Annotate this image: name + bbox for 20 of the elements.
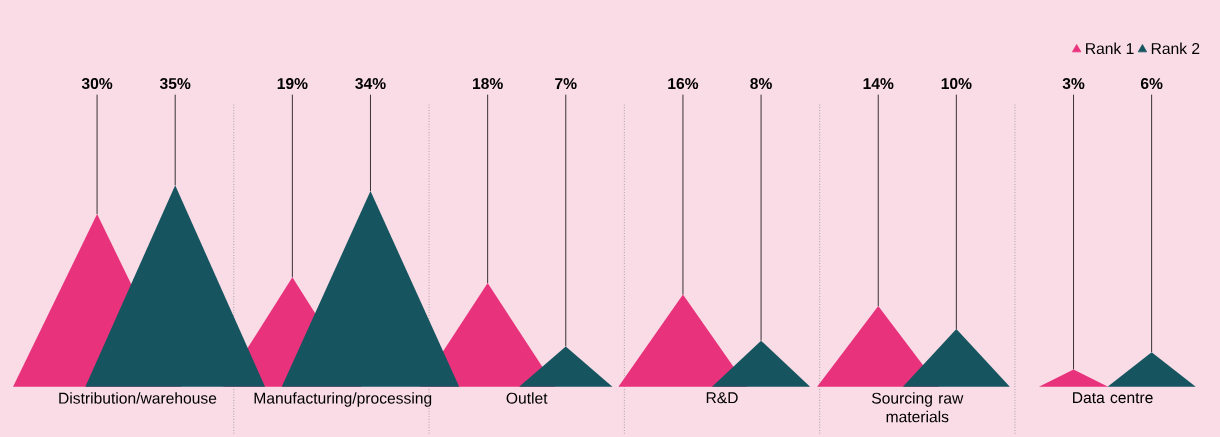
category-label: Outlet xyxy=(506,392,548,404)
legend-label: Rank 2 xyxy=(1151,42,1200,54)
legend-label: Rank 1 xyxy=(1086,42,1134,54)
data-label: 30% xyxy=(81,77,113,89)
data-label: 19% xyxy=(277,77,308,89)
category-label: Manufacturing/processing xyxy=(254,392,432,407)
data-label: 7% xyxy=(555,77,577,89)
category-label: Data centre xyxy=(1073,392,1153,403)
data-label: 35% xyxy=(159,77,191,89)
data-label: 3% xyxy=(1062,77,1085,89)
data-label: 18% xyxy=(473,77,503,89)
data-label: 10% xyxy=(941,77,972,89)
data-label: 14% xyxy=(863,77,894,89)
data-label: 6% xyxy=(1140,77,1163,89)
category-label: Sourcing raw materials xyxy=(871,392,964,423)
data-label: 8% xyxy=(750,77,772,89)
data-label: 16% xyxy=(668,77,699,89)
data-label: 34% xyxy=(355,77,386,89)
category-label: Distribution/warehouse xyxy=(59,392,217,404)
category-label: R&D xyxy=(706,392,738,404)
